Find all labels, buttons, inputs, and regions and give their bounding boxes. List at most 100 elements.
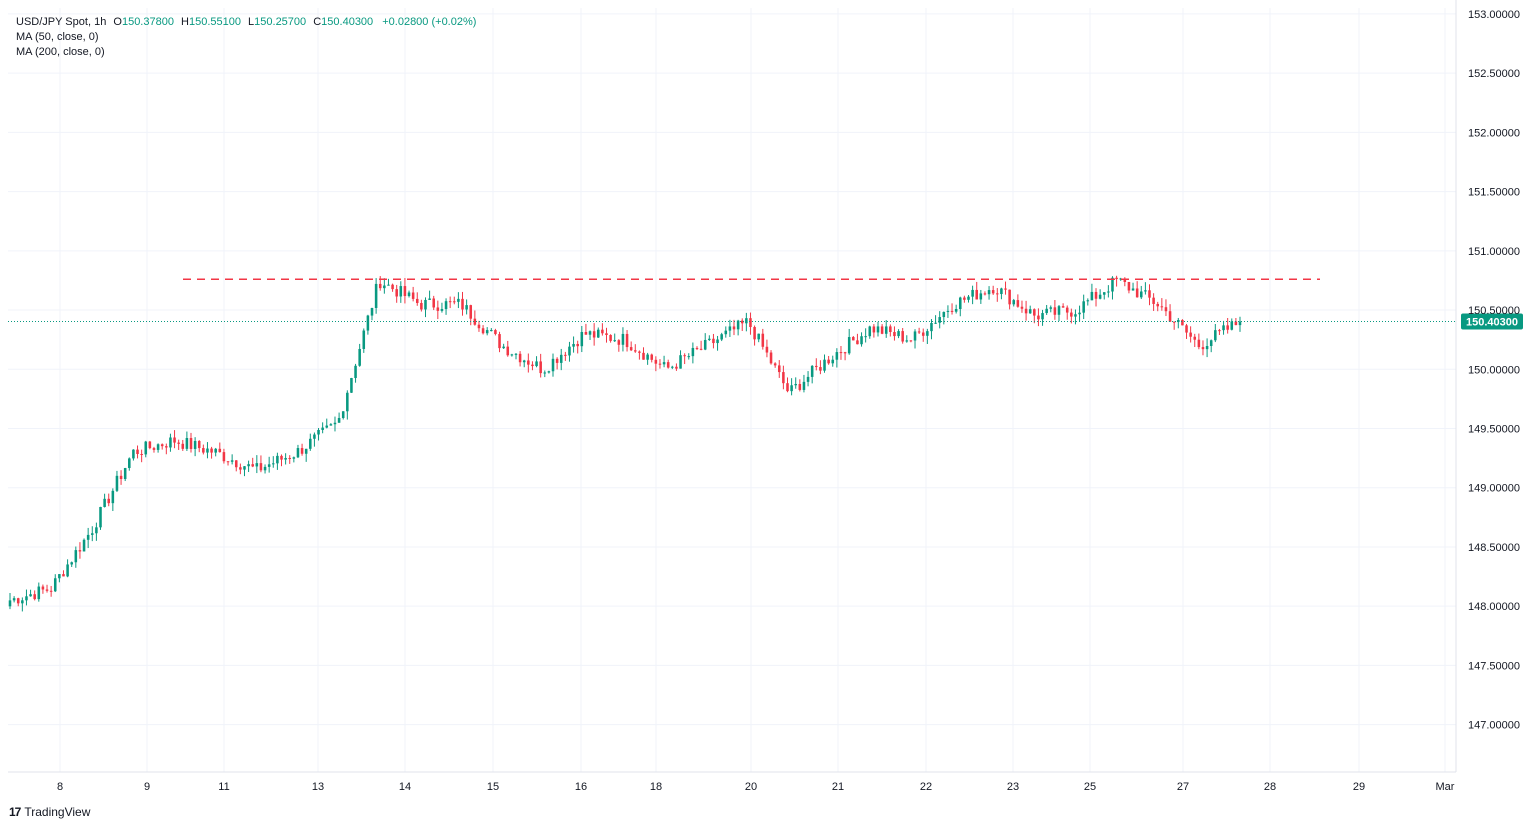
candle-body [745, 318, 748, 324]
indicator-ma50[interactable]: MA (50, close, 0) [16, 31, 99, 43]
candle-body [1156, 303, 1160, 307]
candle-body [963, 297, 966, 300]
candle-body [893, 331, 896, 337]
indicator-ma200[interactable]: MA (200, close, 0) [16, 46, 105, 58]
candle-body [642, 352, 645, 360]
candle-body [897, 331, 900, 337]
candle-body [913, 331, 917, 341]
candle-body [49, 590, 53, 592]
change-value: +0.02800 (+0.02%) [382, 16, 477, 28]
candle-body [1020, 306, 1024, 309]
candle-body [1214, 330, 1217, 341]
candle-body [346, 392, 349, 412]
candle-body [580, 331, 584, 347]
tradingview-brand[interactable]: 17 TradingView [9, 805, 90, 819]
low-key: L [248, 16, 255, 28]
candle-body [551, 358, 555, 372]
candle-body [1148, 290, 1151, 298]
candle-body [638, 351, 641, 353]
x-tick-label: 27 [1177, 781, 1189, 793]
candle-body [646, 354, 649, 360]
candle-body [675, 366, 678, 369]
candle-body [165, 446, 168, 448]
candle-body [514, 353, 518, 355]
candle-body [103, 498, 106, 507]
candle-body [481, 328, 485, 334]
candle-body [1053, 307, 1057, 315]
candle-body [107, 498, 111, 504]
candle-body [967, 296, 970, 300]
candle-body [1004, 288, 1007, 290]
candle-body [403, 286, 407, 297]
candle-body [502, 346, 505, 349]
candle-body [1012, 300, 1016, 305]
ohlc-row: USD/JPY Spot, 1h O150.37800 H150.55100 L… [16, 16, 477, 28]
candle-body [905, 340, 909, 342]
candle-body [872, 326, 876, 333]
candle-body [806, 376, 810, 382]
candle-body [662, 362, 666, 365]
candle-body [267, 464, 271, 467]
brand-name: TradingView [24, 805, 91, 819]
candle-body [1123, 278, 1127, 282]
candle-body [555, 358, 559, 363]
candle-body [12, 598, 16, 601]
candle-body [773, 363, 777, 366]
low-value: 150.25700 [254, 16, 307, 28]
x-tick-label: 20 [745, 781, 757, 793]
candle-body [41, 586, 45, 590]
candle-body [588, 331, 592, 335]
candle-body [350, 378, 353, 393]
x-tick-label: 13 [312, 781, 324, 793]
candle-body [884, 326, 888, 334]
candle-body [543, 372, 547, 374]
candle-body [1008, 289, 1011, 305]
candle-body [765, 346, 769, 353]
candle-body [329, 424, 333, 426]
candle-body [477, 324, 481, 329]
candle-body [218, 448, 222, 453]
candle-body [1033, 309, 1036, 316]
candle-body [189, 438, 193, 449]
candle-body [387, 284, 390, 286]
candle-body [852, 337, 855, 341]
candle-body [605, 333, 608, 336]
candle-body [263, 466, 267, 471]
x-tick-label: 9 [144, 781, 150, 793]
candle-body [1119, 278, 1122, 280]
x-tick-label: 22 [920, 781, 932, 793]
candle-body [954, 309, 958, 312]
x-tick-label: 23 [1007, 781, 1019, 793]
candle-body [1205, 346, 1209, 350]
candle-body [568, 346, 571, 356]
candle-body [288, 457, 292, 459]
candle-body [1127, 281, 1131, 291]
candle-body [790, 385, 793, 392]
candle-body [975, 289, 978, 300]
candle-body [1234, 321, 1238, 326]
candle-body [889, 326, 892, 332]
candle-body [880, 326, 884, 334]
candle-body [193, 440, 197, 449]
symbol-label[interactable]: USD/JPY Spot [16, 16, 88, 28]
candle-body [148, 441, 152, 449]
candle-body [736, 320, 740, 330]
candle-body [592, 331, 596, 338]
candle-body [695, 347, 699, 349]
overlays: 150.40300 [8, 278, 1523, 330]
interval-label[interactable]: 1h [94, 16, 107, 28]
candle-body [613, 340, 616, 342]
candle-body [946, 310, 950, 312]
y-tick-label: 150.00000 [1468, 364, 1520, 376]
candle-body [819, 367, 822, 371]
candle-body [621, 333, 625, 345]
candle-body [856, 340, 859, 345]
candle-body [128, 458, 131, 469]
candle-body [909, 340, 913, 342]
candle-body [576, 343, 579, 347]
candle-body [683, 355, 686, 357]
candle-body [111, 490, 115, 504]
candle-body [572, 343, 575, 347]
